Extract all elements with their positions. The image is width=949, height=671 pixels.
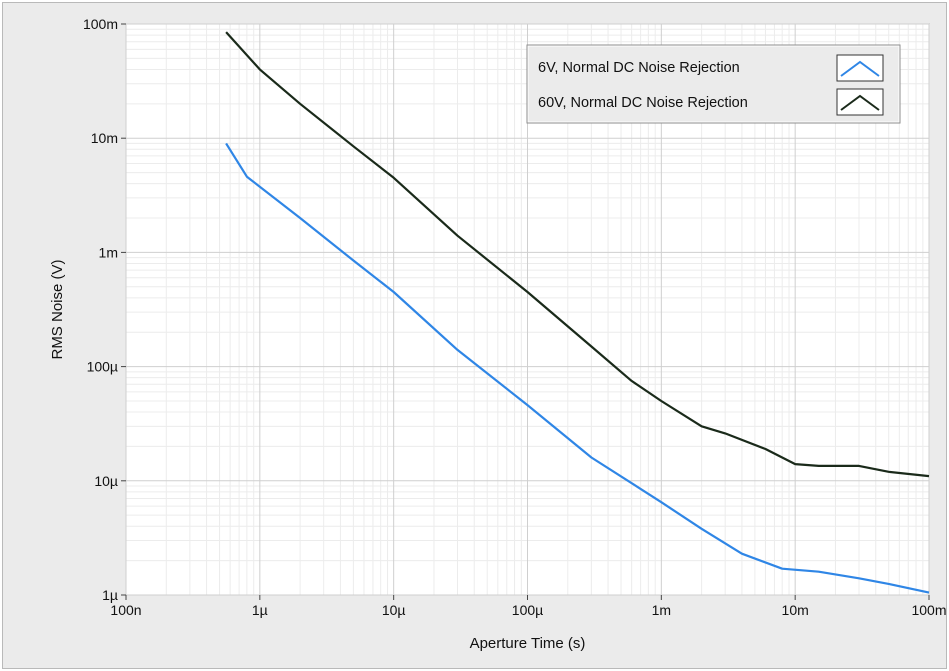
y-tick-label: 10m [91,130,118,146]
legend-swatch-60v [836,88,884,116]
series-line-1 [225,31,930,478]
y-tick-label: 1m [99,244,118,260]
legend-item-60v: 60V, Normal DC Noise Rejection [538,88,884,116]
x-tick-label: 10µ [382,602,406,618]
series-line-0 [225,142,930,594]
x-axis-label: Aperture Time (s) [470,635,586,652]
y-tick-label: 100µ [87,359,118,375]
x-tick-label: 1µ [252,602,268,618]
x-tick-label: 100n [110,602,141,618]
x-tick-label: 100m [911,602,946,618]
legend-swatch-6v [836,54,884,82]
legend-item-6v: 6V, Normal DC Noise Rejection [538,54,884,82]
legend: 6V, Normal DC Noise Rejection 60V, Norma… [526,44,901,124]
y-tick-label: 100m [83,16,118,32]
legend-swatch-line-6v [840,60,880,77]
x-tick-label: 10m [782,602,809,618]
x-tick-label: 100µ [512,602,543,618]
y-tick-label: 10µ [94,473,118,489]
y-axis-label: RMS Noise (V) [49,259,66,359]
series-layer [225,31,930,594]
legend-swatch-line-60v [840,94,880,111]
y-axis-ticks: 1µ 10µ 100µ 1m 10m 100m [83,16,126,603]
legend-label-60v: 60V, Normal DC Noise Rejection [538,95,748,111]
x-axis-ticks: 100n 1µ 10µ 100µ 1m 10m 100m [110,595,947,618]
y-tick-label: 1µ [102,587,118,603]
legend-label-6v: 6V, Normal DC Noise Rejection [538,60,740,76]
x-tick-label: 1m [652,602,671,618]
